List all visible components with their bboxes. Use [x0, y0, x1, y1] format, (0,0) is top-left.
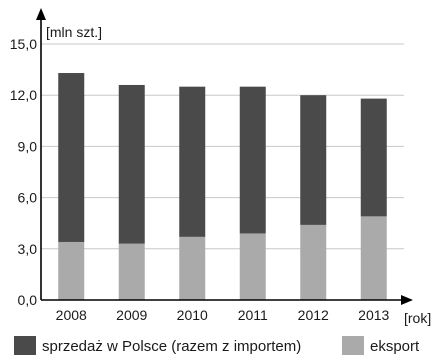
bar-domestic-sales: [118, 84, 145, 244]
x-tick-label: 2010: [177, 307, 208, 323]
x-tick-label: 2008: [56, 307, 87, 323]
y-tick-label: 12,0: [10, 87, 37, 103]
bar-domestic-sales: [300, 95, 327, 225]
bar-domestic-sales: [179, 86, 206, 237]
bar-domestic-sales: [360, 98, 387, 217]
y-axis-label: [mln szt.]: [46, 24, 102, 40]
bars: [58, 73, 387, 300]
legend-label-domestic: sprzedaż w Polsce (razem z importem): [42, 338, 301, 355]
bar-export: [58, 241, 85, 300]
x-tick-label: 2009: [116, 307, 147, 323]
bar-export: [239, 233, 266, 300]
x-axis-label: [rok]: [404, 310, 431, 326]
y-tick-label: 0,0: [18, 292, 38, 308]
x-tick-label: 2012: [298, 307, 329, 323]
y-axis-arrow-icon: [36, 8, 46, 20]
legend-swatch-export: [342, 336, 364, 355]
grid-lines: [41, 43, 404, 250]
bar-export: [360, 216, 387, 300]
legend-label-export: eksport: [370, 338, 420, 355]
bar-export: [118, 243, 145, 300]
x-tick-label: 2011: [238, 307, 268, 323]
y-tick-label: 3,0: [18, 241, 38, 257]
bar-domestic-sales: [239, 86, 266, 234]
y-tick-label: 6,0: [18, 190, 38, 206]
y-tick-label: 15,0: [10, 36, 37, 52]
x-tick-labels: 2008 2009 2010 2011 2012 2013: [56, 307, 390, 323]
y-tick-label: 9,0: [18, 138, 38, 154]
bar-domestic-sales: [58, 73, 85, 242]
legend-swatch-domestic: [14, 336, 36, 355]
bar-export: [179, 236, 206, 300]
y-tick-labels: 0,0 3,0 6,0 9,0 12,0 15,0: [10, 36, 37, 308]
x-axis-arrow-icon: [401, 295, 413, 305]
axes: [36, 8, 413, 305]
bar-export: [300, 224, 327, 300]
x-tick-label: 2013: [358, 307, 389, 323]
legend: sprzedaż w Polsce (razem z importem) eks…: [14, 336, 420, 355]
